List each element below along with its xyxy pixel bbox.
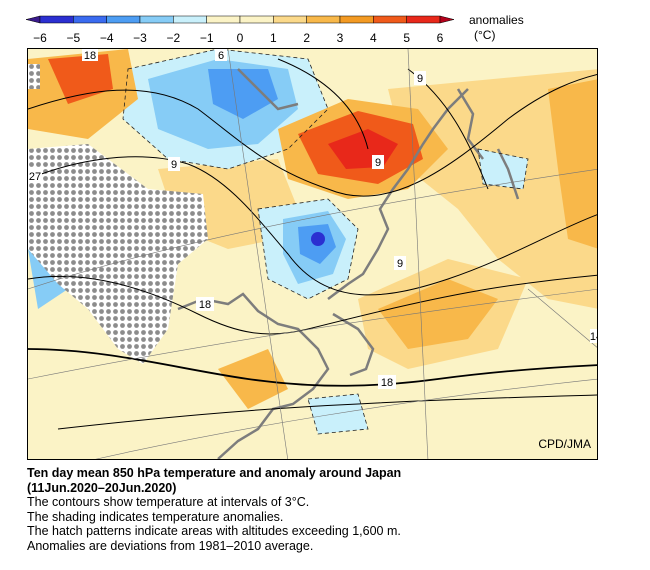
colorbar-cell [73, 15, 107, 24]
caption-period: (11Jun.2020–20Jun.2020) [27, 480, 177, 495]
svg-text:18: 18 [84, 50, 96, 62]
colorbar-tick-label: 3 [337, 31, 344, 45]
contour-label: 27 [28, 169, 42, 183]
colorbar-tick-label: 2 [303, 31, 310, 45]
colorbar-ticks: −6 −5 −4 −3 −2 −1 0 1 2 3 4 5 6 [33, 31, 444, 45]
colorbar-cell [39, 15, 74, 24]
colorbar-cell [406, 15, 441, 24]
contour-labels: 18 6 9 9 9 9 1 [28, 49, 598, 389]
colorbar-cell [273, 15, 307, 24]
colorbar-unit: (°C) [474, 28, 495, 42]
colorbar-cell [206, 15, 241, 24]
colorbar-title: anomalies [469, 13, 524, 27]
svg-text:14: 14 [590, 331, 598, 343]
colorbar-tick-label: −1 [200, 31, 214, 45]
colorbar-tick-label: −5 [66, 31, 80, 45]
svg-text:6: 6 [218, 50, 224, 62]
contour-label: 9 [394, 256, 406, 270]
contour-label: 14 [590, 329, 598, 343]
high-altitude-hatch [28, 64, 208, 364]
colorbar-tick-label: 4 [370, 31, 377, 45]
caption-line: The hatch patterns indicate areas with a… [27, 524, 401, 538]
colorbar-cell [373, 15, 407, 24]
svg-text:9: 9 [375, 157, 381, 169]
caption-line: The shading indicates temperature anomal… [27, 509, 284, 524]
colorbar-cell [339, 15, 374, 24]
svg-text:27: 27 [29, 171, 41, 183]
svg-text:18: 18 [381, 377, 393, 389]
contour-label: 9 [414, 71, 426, 85]
colorbar-cell [173, 15, 207, 24]
colorbar-min-arrow [25, 15, 41, 24]
colorbar-tick-label: −4 [100, 31, 114, 45]
colorbar-tick-label: 1 [270, 31, 277, 45]
colorbar-tick-label: −2 [166, 31, 180, 45]
contour-label: 18 [378, 375, 396, 389]
contour-label: 18 [82, 49, 98, 62]
contour-label: 9 [372, 155, 384, 169]
contour-label: 18 [196, 297, 214, 311]
anomaly-colorbar: −6 −5 −4 −3 −2 −1 0 1 2 3 4 5 6 anomalies (°C) [25, 13, 524, 45]
colorbar-tick-label: −3 [133, 31, 147, 45]
caption-line: Anomalies are deviations from 1981–2010 … [27, 538, 314, 553]
colorbar-tick-label: 5 [403, 31, 410, 45]
colorbar-cell [239, 15, 274, 24]
colorbar-cell [106, 15, 141, 24]
contour-label: 6 [215, 49, 227, 62]
caption-line: The contours show temperature at interva… [27, 495, 310, 509]
map-panel: 18 6 9 9 9 9 1 [27, 48, 598, 460]
colorbar-max-arrow [439, 15, 455, 24]
coastlines [177, 68, 520, 459]
colorbar-tick-label: −6 [33, 31, 47, 45]
temperature-anomaly-map: 18 6 9 9 9 9 1 [28, 49, 598, 459]
svg-text:9: 9 [417, 73, 423, 85]
map-credit: CPD/JMA [538, 437, 591, 451]
figure-caption: Ten day mean 850 hPa temperature and ano… [27, 466, 627, 553]
svg-text:9: 9 [397, 258, 403, 270]
colorbar-tick-label: 6 [437, 31, 444, 45]
svg-text:18: 18 [199, 299, 211, 311]
contour-label: 9 [168, 157, 180, 171]
colorbar-cells [25, 15, 455, 24]
colorbar-cell [306, 15, 341, 24]
svg-text:9: 9 [171, 159, 177, 171]
caption-title: Ten day mean 850 hPa temperature and ano… [27, 466, 402, 480]
colorbar-tick-label: 0 [237, 31, 244, 45]
colorbar-cell [139, 15, 174, 24]
graticule [28, 49, 597, 459]
